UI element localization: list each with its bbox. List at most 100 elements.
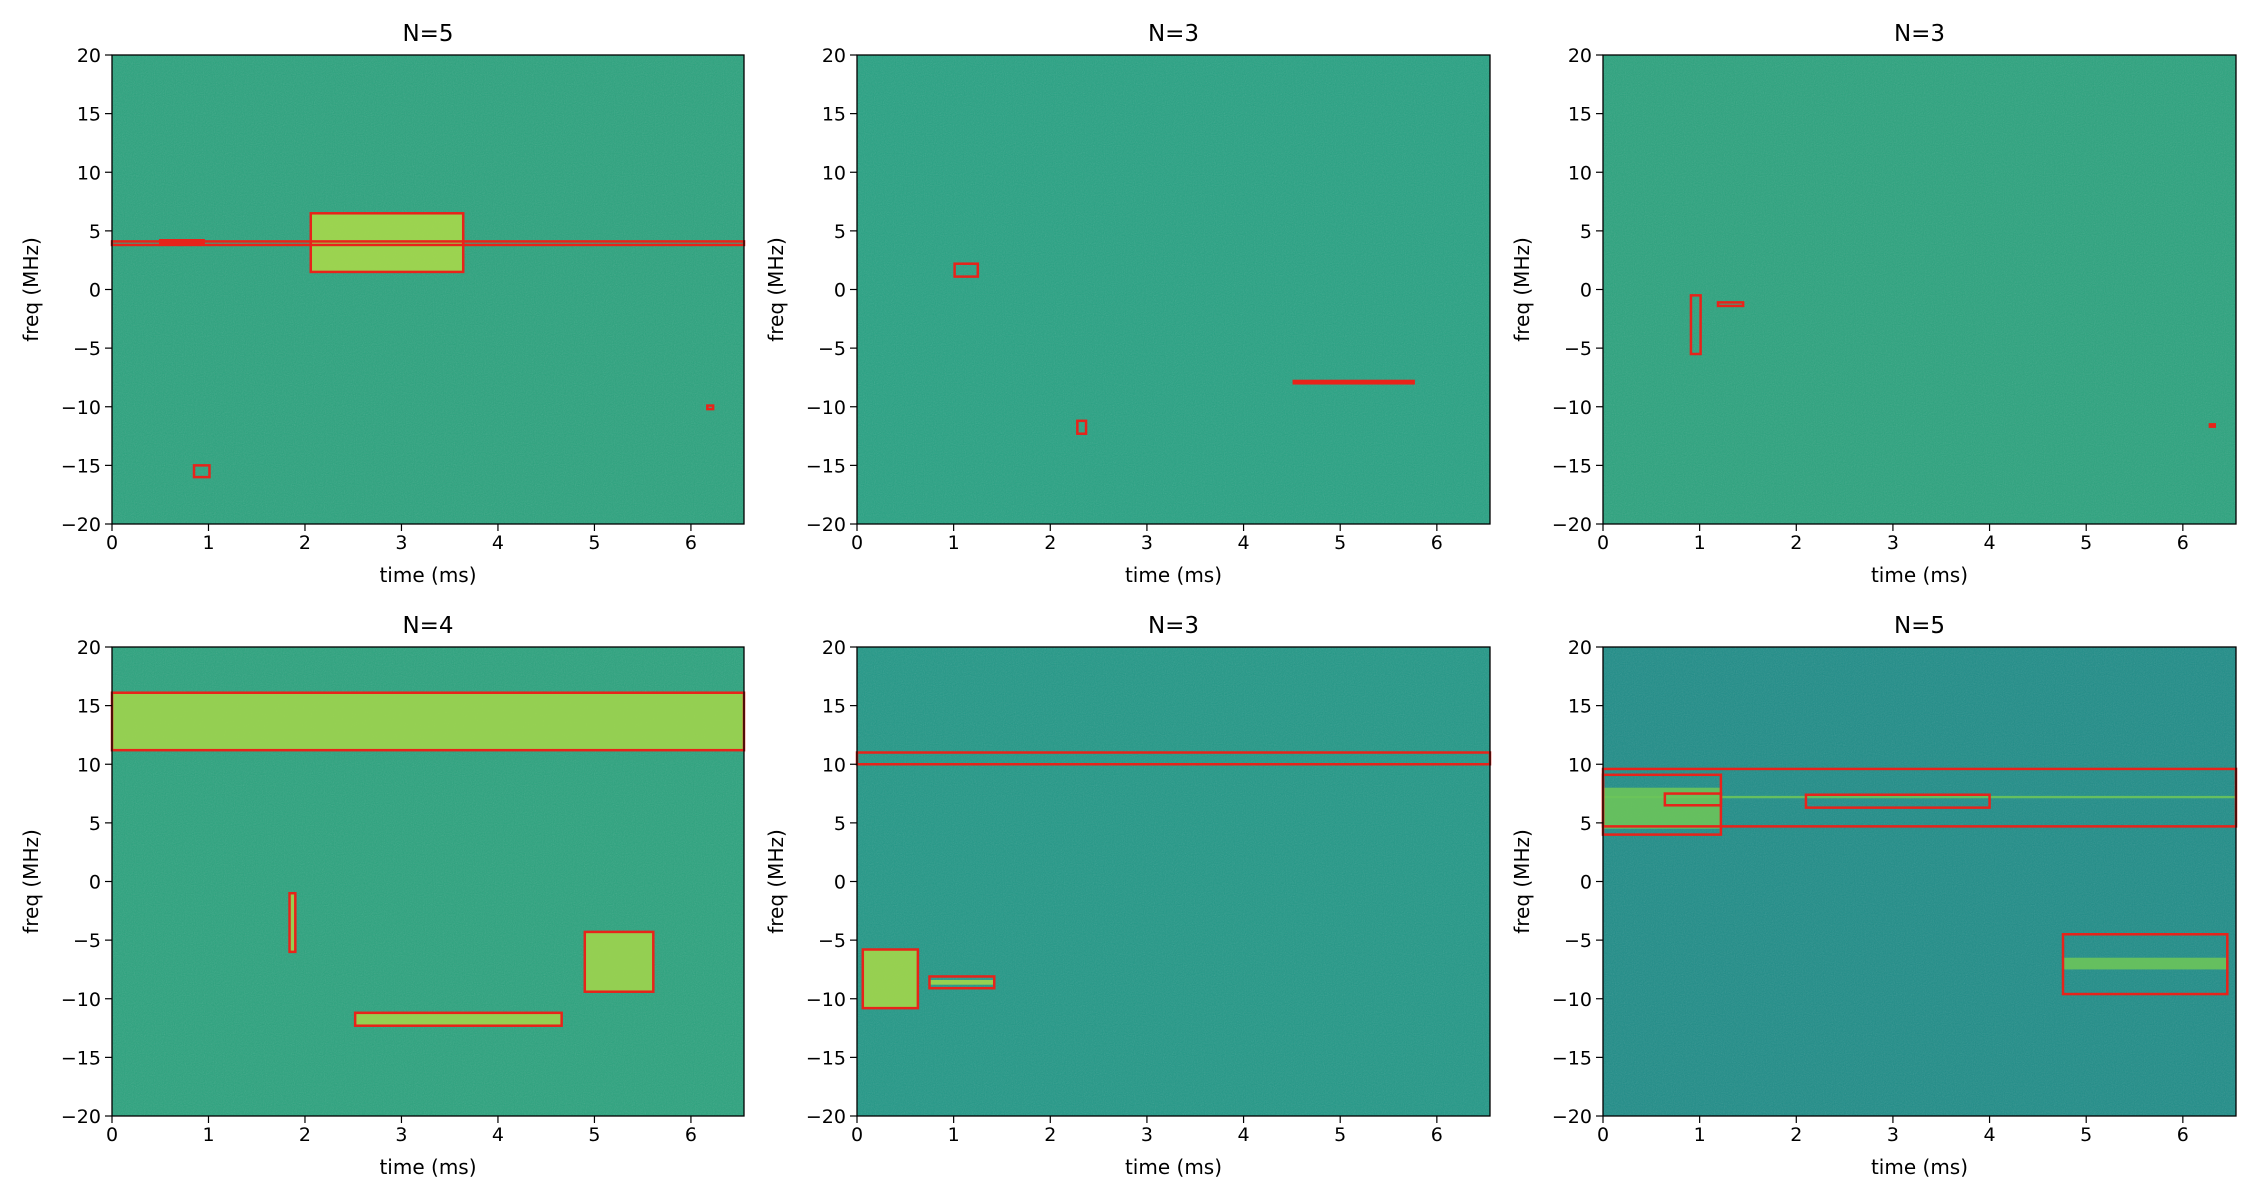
x-axis-label: time (ms) xyxy=(1125,563,1222,587)
y-tick-label: 15 xyxy=(77,104,101,126)
x-tick-label: 4 xyxy=(1238,1124,1250,1146)
y-tick-label: 20 xyxy=(77,637,101,659)
x-tick-label: 0 xyxy=(1597,1124,1609,1146)
y-tick-label: 5 xyxy=(89,221,101,243)
y-tick-label: 15 xyxy=(1568,104,1592,126)
y-tick-label: 5 xyxy=(89,813,101,835)
x-tick-label: 1 xyxy=(948,1124,960,1146)
x-tick-label: 1 xyxy=(1694,1124,1706,1146)
x-tick-label: 0 xyxy=(106,1124,118,1146)
y-tick-label: −5 xyxy=(1564,930,1592,952)
y-tick-label: −15 xyxy=(806,455,846,477)
detection-box xyxy=(2061,933,2229,996)
y-tick-label: 10 xyxy=(1568,162,1592,184)
y-tick-label: 20 xyxy=(822,45,846,67)
y-tick-label: 0 xyxy=(89,872,101,894)
y-tick-label: −10 xyxy=(806,397,846,419)
x-tick-label: 3 xyxy=(395,532,407,554)
y-tick-label: −20 xyxy=(1552,514,1592,536)
y-axis-label: freq (MHz) xyxy=(19,237,43,342)
noise-texture xyxy=(857,647,1490,1116)
y-tick-label: 5 xyxy=(834,221,846,243)
y-axis-label: freq (MHz) xyxy=(764,829,788,934)
x-tick-label: 1 xyxy=(1694,532,1706,554)
y-tick-label: 20 xyxy=(1568,637,1592,659)
x-tick-label: 6 xyxy=(1431,532,1443,554)
x-tick-label: 2 xyxy=(299,1124,311,1146)
y-tick-label: 20 xyxy=(77,45,101,67)
y-tick-label: −5 xyxy=(1564,338,1592,360)
x-tick-label: 5 xyxy=(588,1124,600,1146)
signal xyxy=(2063,957,2228,970)
signal xyxy=(289,893,296,952)
detection-box xyxy=(1804,793,1991,809)
y-tick-label: 5 xyxy=(1580,813,1592,835)
y-tick-label: −5 xyxy=(818,338,846,360)
x-tick-label: 1 xyxy=(948,532,960,554)
y-tick-label: 0 xyxy=(834,872,846,894)
detection-box xyxy=(1663,792,1723,807)
y-tick-label: −10 xyxy=(61,989,101,1011)
noise-texture xyxy=(112,55,744,524)
noise-texture xyxy=(1603,55,2236,524)
x-tick-label: 5 xyxy=(1334,1124,1346,1146)
x-axis-label: time (ms) xyxy=(1125,1155,1222,1179)
y-tick-label: 15 xyxy=(822,696,846,718)
x-tick-label: 1 xyxy=(202,532,214,554)
x-axis-label: time (ms) xyxy=(1871,1155,1968,1179)
x-axis-label: time (ms) xyxy=(1871,563,1968,587)
y-axis-label: freq (MHz) xyxy=(19,829,43,934)
y-tick-label: −10 xyxy=(61,397,101,419)
x-tick-label: 3 xyxy=(1141,532,1153,554)
x-tick-label: 2 xyxy=(1790,532,1802,554)
y-axis-label: freq (MHz) xyxy=(764,237,788,342)
signal xyxy=(355,1012,562,1026)
y-tick-label: 5 xyxy=(834,813,846,835)
x-tick-label: 3 xyxy=(1887,1124,1899,1146)
signal xyxy=(1603,795,2236,799)
x-tick-label: 0 xyxy=(851,1124,863,1146)
y-tick-label: −15 xyxy=(1552,455,1592,477)
x-tick-label: 6 xyxy=(2177,532,2189,554)
y-tick-label: 15 xyxy=(1568,696,1592,718)
detection-box xyxy=(861,948,920,1010)
y-tick-label: 5 xyxy=(1580,221,1592,243)
x-tick-label: 2 xyxy=(1044,1124,1056,1146)
x-tick-label: 4 xyxy=(1984,1124,1996,1146)
y-tick-label: −10 xyxy=(806,989,846,1011)
detection-box xyxy=(706,404,715,411)
x-tick-label: 0 xyxy=(1597,532,1609,554)
x-tick-label: 5 xyxy=(2080,1124,2092,1146)
x-tick-label: 6 xyxy=(2177,1124,2189,1146)
y-tick-label: 20 xyxy=(822,637,846,659)
panel-title: N=3 xyxy=(1148,21,1199,47)
y-tick-label: 0 xyxy=(1580,872,1592,894)
y-tick-label: −20 xyxy=(61,1106,101,1128)
x-tick-label: 3 xyxy=(1141,1124,1153,1146)
panel: 0 1 2 3 4 5 6 −20 −15 −10 −5 0 5 10 15 20 N=5 time (ms) fr… xyxy=(1510,613,2238,1179)
panel: 0 1 2 3 4 5 6 −20 −15 −10 −5 0 5 10 15 20 N=3 time (ms) fr… xyxy=(1510,21,2237,587)
x-tick-label: 3 xyxy=(395,1124,407,1146)
x-tick-label: 6 xyxy=(685,532,697,554)
y-tick-label: 10 xyxy=(822,754,846,776)
x-tick-label: 0 xyxy=(851,532,863,554)
y-tick-label: −20 xyxy=(1552,1106,1592,1128)
y-tick-label: 15 xyxy=(822,104,846,126)
detection-box xyxy=(192,464,211,479)
detection-box xyxy=(928,975,996,990)
x-tick-label: 4 xyxy=(1238,532,1250,554)
y-tick-label: 0 xyxy=(89,280,101,302)
x-tick-label: 4 xyxy=(492,532,504,554)
y-tick-label: 10 xyxy=(77,754,101,776)
x-tick-label: 6 xyxy=(1431,1124,1443,1146)
y-tick-label: 10 xyxy=(1568,754,1592,776)
detection-box xyxy=(2208,423,2216,428)
x-tick-label: 3 xyxy=(1887,532,1899,554)
y-axis-label: freq (MHz) xyxy=(1510,829,1534,934)
detection-box xyxy=(1689,294,1702,356)
y-tick-label: −10 xyxy=(1552,397,1592,419)
noise-texture xyxy=(857,55,1490,524)
detection-box xyxy=(583,930,655,993)
detection-box xyxy=(353,1011,563,1027)
